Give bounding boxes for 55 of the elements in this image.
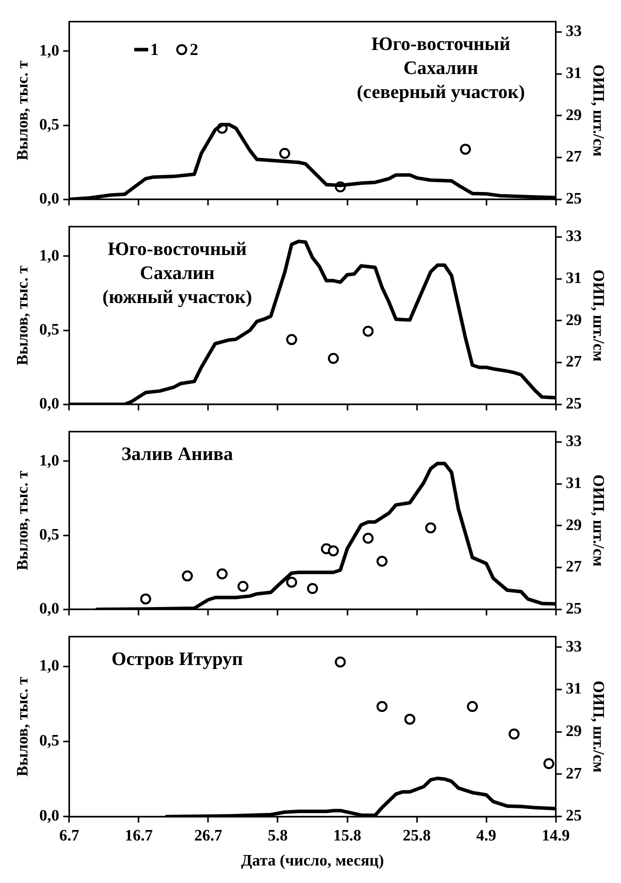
y2-tick-label: 27 [566, 354, 582, 371]
y-tick-label: 1,0 [39, 42, 60, 60]
annotation: Залив Анива [121, 444, 234, 466]
legend-label: 2 [190, 40, 198, 59]
y2-tick-label: 27 [566, 558, 582, 576]
y-tick-label: 1,0 [39, 658, 60, 675]
x-axis-title: Дата (число, месяц) [241, 852, 384, 870]
y2-tick-label: 31 [566, 270, 582, 288]
annotation: Юго-восточный Сахалин (южный участок) [102, 239, 252, 308]
y-tick-label: 0,5 [39, 116, 60, 134]
y-tick-label: 1,0 [39, 452, 60, 470]
x-tick-label: 5.8 [268, 827, 288, 844]
x-tick-label: 26.7 [194, 827, 222, 844]
y-tick-label: 0,0 [39, 600, 60, 618]
y2-tick-label: 33 [566, 23, 582, 40]
y2-axis-title: ОИП, шт./см [589, 64, 606, 157]
y2-tick-label: 33 [566, 228, 582, 246]
y2-axis-title: ОИП, шт./см [589, 680, 606, 773]
y2-tick-label: 29 [566, 723, 582, 740]
y-axis-title: Вылов, тыс. т [14, 676, 32, 776]
y2-tick-label: 27 [566, 148, 582, 166]
y2-axis-title: ОИП, шт./см [589, 270, 606, 362]
y-tick-label: 0,5 [39, 526, 60, 544]
y-tick-label: 0,0 [39, 190, 60, 208]
y-tick-label: 0,5 [39, 732, 60, 750]
y2-tick-label: 29 [566, 106, 582, 124]
y-axis-title: Вылов, тыс. т [14, 266, 32, 366]
y2-tick-label: 25 [566, 808, 582, 825]
legend-label: 1 [150, 40, 159, 59]
y2-axis-title: ОИП, шт./см [589, 474, 606, 567]
y2-tick-label: 31 [566, 475, 582, 492]
x-tick-label: 6.7 [59, 827, 80, 844]
y-tick-label: 0,0 [39, 808, 60, 825]
x-tick-label: 16.7 [124, 827, 153, 844]
y2-tick-label: 25 [566, 600, 582, 618]
x-tick-label: 15.8 [333, 827, 362, 844]
y2-tick-label: 31 [566, 65, 582, 82]
y2-tick-label: 25 [566, 396, 582, 413]
x-tick-label: 4.9 [476, 827, 496, 844]
y2-tick-label: 31 [566, 680, 582, 698]
x-tick-label: 14.9 [542, 827, 570, 844]
y2-tick-label: 33 [566, 638, 582, 656]
annotation: Остров Итуруп [111, 649, 243, 670]
y2-tick-label: 33 [566, 433, 582, 450]
y2-tick-label: 29 [566, 312, 582, 329]
y2-tick-label: 25 [566, 190, 582, 208]
y-tick-label: 0,5 [39, 321, 60, 338]
y-axis-title: Вылов, тыс. т [14, 60, 32, 160]
y2-tick-label: 29 [566, 516, 582, 534]
y-tick-label: 0,0 [39, 396, 60, 413]
y-tick-label: 1,0 [39, 247, 60, 264]
y-axis-title: Вылов, тыс. т [14, 470, 32, 570]
x-tick-label: 25.8 [402, 827, 431, 844]
y2-tick-label: 27 [566, 765, 582, 782]
annotation: Юго-восточный Сахалин (северный участок) [356, 34, 525, 104]
